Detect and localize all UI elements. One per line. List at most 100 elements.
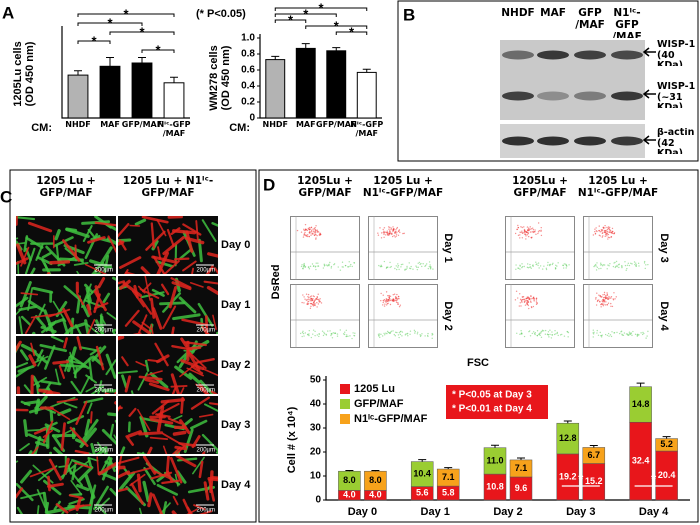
event <box>621 333 623 336</box>
cell <box>178 296 197 314</box>
y-tick-label: 0.6 <box>241 65 255 76</box>
event <box>392 228 395 230</box>
event <box>533 299 535 301</box>
event <box>618 266 620 269</box>
cell <box>118 487 129 493</box>
event <box>315 268 317 271</box>
event <box>432 268 434 270</box>
event <box>429 264 431 266</box>
event <box>386 332 388 335</box>
x-tick-label-box: GFP/MAF <box>122 121 162 129</box>
cell <box>107 235 116 254</box>
event <box>387 226 390 228</box>
event <box>615 296 617 298</box>
event <box>388 294 390 297</box>
event <box>552 262 554 265</box>
event <box>553 333 556 336</box>
event <box>397 264 400 267</box>
cell <box>93 271 102 274</box>
cell <box>134 218 147 226</box>
event <box>398 268 400 271</box>
cell <box>32 286 54 294</box>
panel-frame <box>397 0 699 162</box>
event <box>304 332 307 334</box>
event <box>319 232 321 234</box>
event <box>304 265 307 268</box>
cell <box>180 396 184 414</box>
event <box>604 333 607 336</box>
event <box>612 298 614 300</box>
event <box>600 229 603 231</box>
event <box>387 302 389 305</box>
significance-bracket <box>274 7 368 11</box>
event <box>600 267 602 270</box>
event <box>323 331 325 334</box>
cell <box>81 302 90 318</box>
event <box>354 332 356 334</box>
event <box>309 299 311 301</box>
event <box>602 235 604 237</box>
significance-star: * <box>349 24 355 39</box>
event <box>534 229 536 231</box>
event <box>395 265 397 267</box>
scale-bar-label: 200µm <box>95 508 113 514</box>
cell <box>29 467 54 478</box>
cell <box>156 251 169 274</box>
event <box>515 264 517 266</box>
y-tick-label: 0 <box>315 495 321 506</box>
event <box>610 302 612 305</box>
event <box>317 303 320 305</box>
event <box>383 260 386 263</box>
cell <box>79 375 91 394</box>
event <box>308 235 310 238</box>
event <box>602 299 605 302</box>
x-prefix: CM: <box>229 122 250 134</box>
event <box>521 230 523 232</box>
event <box>310 229 313 232</box>
micrograph: 200µm <box>118 216 218 274</box>
event <box>311 298 313 301</box>
event <box>607 236 610 239</box>
cell <box>101 388 116 393</box>
event <box>616 331 618 334</box>
event <box>564 263 567 265</box>
event <box>595 269 598 271</box>
event <box>395 235 398 237</box>
event <box>542 330 545 332</box>
plot-frame <box>505 216 575 280</box>
event <box>397 295 400 298</box>
event <box>526 234 529 236</box>
event <box>613 332 615 334</box>
cell <box>27 299 45 312</box>
event <box>603 293 606 296</box>
cell <box>60 422 66 451</box>
event <box>301 335 303 338</box>
flow-header: 1205Lu + GFP/MAF <box>512 176 568 199</box>
event <box>312 230 315 232</box>
cell <box>103 254 110 273</box>
event <box>394 267 396 270</box>
event <box>351 337 353 340</box>
cell <box>172 229 197 235</box>
cell <box>87 236 106 244</box>
event <box>600 296 602 298</box>
row-label: Day 2 <box>221 359 250 371</box>
value-label: 15.2 <box>585 476 603 486</box>
event <box>601 301 604 303</box>
event <box>416 333 419 335</box>
cell <box>23 384 34 394</box>
event <box>598 225 600 227</box>
cell <box>77 465 94 483</box>
cell <box>174 365 193 380</box>
cell <box>58 364 66 379</box>
cell <box>215 451 218 454</box>
cell <box>64 356 71 372</box>
event <box>316 231 319 233</box>
bar <box>295 47 316 119</box>
cell <box>144 359 150 372</box>
flow-y-label: DsRed <box>270 265 282 300</box>
cell <box>137 285 146 294</box>
event <box>406 265 408 268</box>
cell <box>23 419 29 437</box>
event <box>382 294 384 296</box>
